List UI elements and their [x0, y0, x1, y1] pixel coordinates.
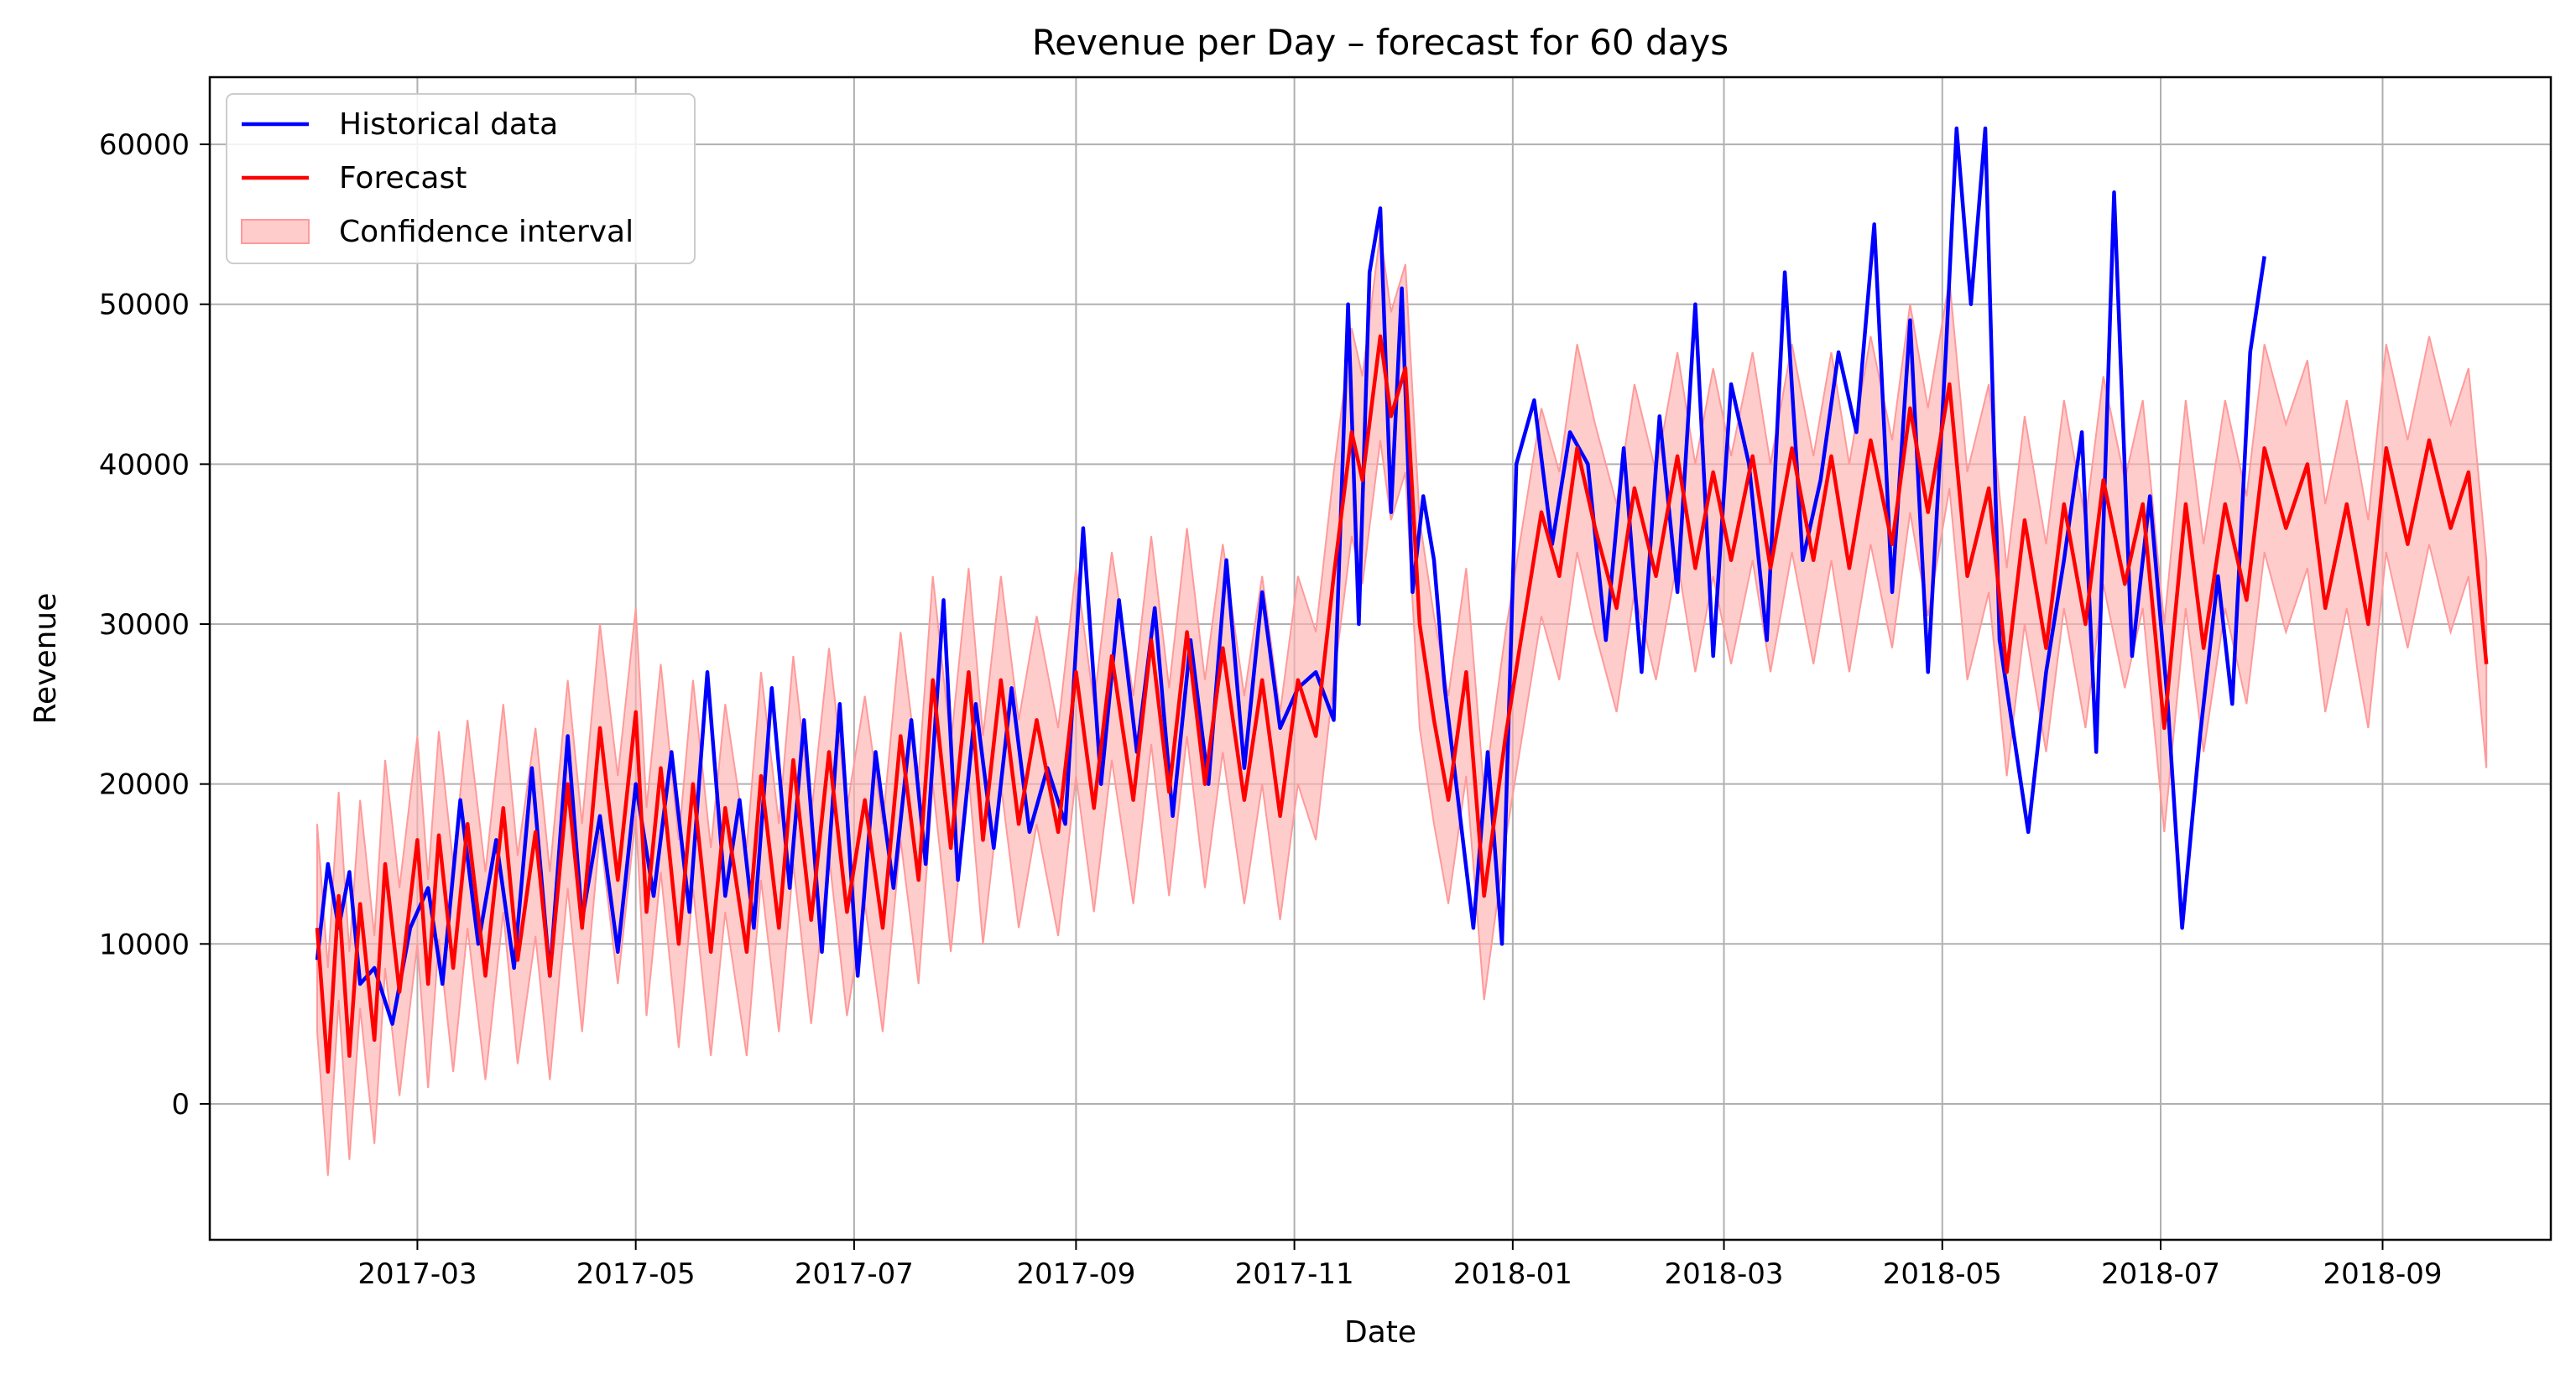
x-tick-label: 2018-09: [2323, 1257, 2442, 1291]
x-tick-label: 2017-11: [1235, 1257, 1354, 1291]
x-tick-label: 2018-01: [1453, 1257, 1572, 1291]
y-tick-label: 40000: [99, 448, 190, 481]
legend: Historical data Forecast Confidence inte…: [226, 93, 696, 264]
y-tick-label: 30000: [99, 608, 190, 642]
legend-box: [226, 93, 696, 264]
x-axis-title: Date: [1344, 1315, 1416, 1350]
historical-series-line: [315, 126, 2266, 1026]
x-axis: 2017-03 2017-05 2017-07 2017-09 2017-11 2018-…: [357, 1240, 2443, 1291]
forecast-series-line: [315, 334, 2489, 1075]
y-tick-label: 20000: [99, 768, 190, 802]
y-tick-label: 10000: [99, 928, 190, 961]
x-tick-label: 2018-05: [1883, 1257, 2002, 1291]
y-tick-label: 50000: [99, 289, 190, 322]
y-tick-label: 0: [171, 1088, 190, 1122]
legend-band-swatch: [241, 219, 310, 244]
chart-title: Revenue per Day – forecast for 60 days: [1032, 22, 1729, 63]
x-tick-label: 2017-09: [1016, 1257, 1135, 1291]
legend-forecast-label: Forecast: [339, 161, 467, 195]
x-tick-label: 2018-03: [1665, 1257, 1784, 1291]
x-tick-label: 2017-03: [357, 1257, 477, 1291]
confidence-band: [316, 232, 2488, 1176]
legend-historical-label: Historical data: [339, 107, 558, 142]
x-tick-label: 2018-07: [2101, 1257, 2220, 1291]
legend-band-label: Confidence interval: [339, 215, 634, 249]
y-tick-label: 60000: [99, 128, 190, 162]
y-axis-title: Revenue: [29, 593, 63, 725]
y-axis: 0 10000 20000 30000 40000 50000 60000: [99, 128, 210, 1122]
plot-frame: [208, 75, 2553, 1241]
x-tick-label: 2017-05: [576, 1257, 696, 1291]
x-tick-label: 2017-07: [795, 1257, 914, 1291]
